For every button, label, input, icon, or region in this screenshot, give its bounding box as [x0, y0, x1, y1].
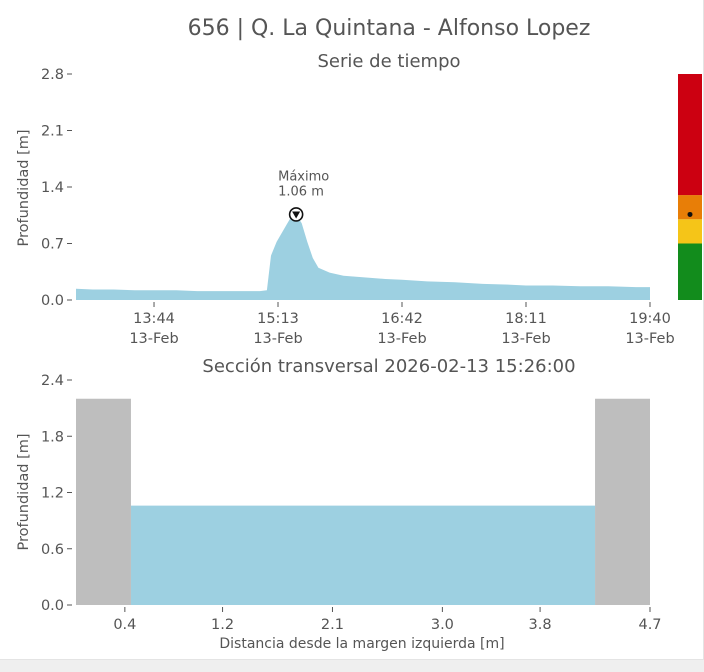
- x-tick-time: 18:11: [505, 311, 547, 327]
- y-tick-label: 2.1: [41, 124, 64, 140]
- y-tick-label: 0.0: [41, 598, 64, 614]
- max-annotation-value: 1.06 m: [278, 184, 324, 199]
- x-tick-date: 13-Feb: [129, 331, 178, 347]
- max-annotation: Máximo 1.06 m: [278, 169, 329, 222]
- x-tick-label: 4.7: [638, 617, 661, 633]
- x-tick-time: 13:44: [133, 311, 175, 327]
- river-bank: [76, 398, 131, 605]
- x-tick-label: 1.2: [211, 617, 234, 633]
- chart-title: 656 | Q. La Quintana - Alfonso Lopez: [188, 16, 591, 41]
- max-annotation-label: Máximo: [278, 169, 329, 184]
- alert-level-segment: [678, 243, 702, 300]
- x-tick-date: 13-Feb: [253, 331, 302, 347]
- cross-section-xlabel: Distancia desde la margen izquierda [m]: [219, 636, 504, 652]
- y-tick-label: 0.0: [41, 293, 64, 309]
- alert-level-segment: [678, 74, 702, 196]
- time-series-panel: Serie de tiempo Profundidad [m] 0.0 0.7 1.…: [16, 51, 702, 347]
- x-tick-date: 13-Feb: [501, 331, 550, 347]
- time-series-ylabel: Profundidad [m]: [16, 129, 32, 246]
- water-area: [130, 505, 596, 605]
- x-tick-label: 2.1: [321, 617, 344, 633]
- cross-section-panel: Sección transversal 2026-02-13 15:26:00 …: [16, 356, 662, 652]
- y-tick-label: 2.8: [41, 67, 64, 83]
- cross-section-ylabel: Profundidad [m]: [16, 433, 32, 550]
- current-level-marker: [687, 211, 693, 217]
- river-bank: [595, 398, 650, 605]
- time-series-xticks: 13:44 13-Feb 15:13 13-Feb 16:42 13-Feb 18:11 13…: [129, 302, 675, 347]
- x-tick-label: 3.8: [529, 617, 552, 633]
- max-marker-triangle-icon: [292, 211, 301, 219]
- cross-section-xticks: 0.4 1.2 2.1 3.0 3.8 4.7: [113, 607, 662, 633]
- x-tick-label: 0.4: [113, 617, 136, 633]
- alert-level-segment: [678, 219, 702, 244]
- y-tick-label: 1.4: [41, 180, 64, 196]
- x-tick-time: 19:40: [629, 311, 671, 327]
- time-series-yticks: 0.0 0.7 1.4 2.1 2.8: [41, 67, 72, 309]
- y-tick-label: 1.2: [41, 486, 64, 502]
- y-tick-label: 1.8: [41, 429, 64, 445]
- y-tick-label: 0.7: [41, 237, 64, 253]
- x-tick-label: 3.0: [431, 617, 454, 633]
- alert-level-bar: [678, 74, 702, 300]
- time-series-title: Serie de tiempo: [317, 51, 460, 72]
- x-tick-date: 13-Feb: [625, 331, 674, 347]
- x-tick-date: 13-Feb: [377, 331, 426, 347]
- cross-section-shapes: [76, 398, 650, 605]
- y-tick-label: 0.6: [41, 542, 64, 558]
- cross-section-yticks: 0.0 0.6 1.2 1.8 2.4: [41, 373, 72, 614]
- x-tick-time: 16:42: [381, 311, 423, 327]
- cross-section-title: Sección transversal 2026-02-13 15:26:00: [202, 356, 575, 377]
- depth-series-area: [76, 214, 650, 300]
- x-tick-time: 15:13: [257, 311, 299, 327]
- y-tick-label: 2.4: [41, 373, 64, 389]
